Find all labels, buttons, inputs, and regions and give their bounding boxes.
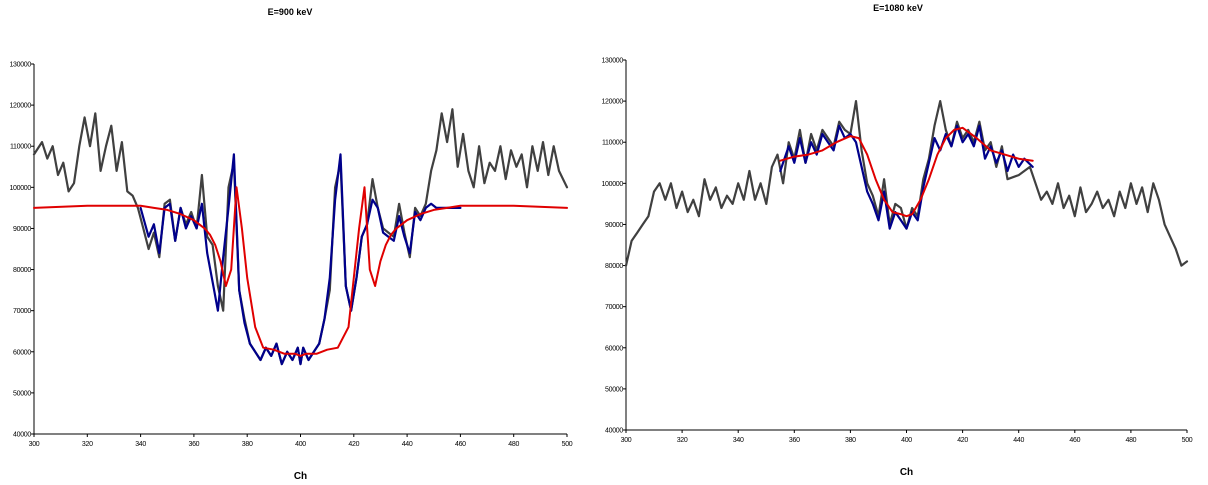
y-tick-label: 60000: [13, 349, 31, 356]
x-tick-label: 460: [1069, 437, 1080, 444]
chart-title: E=1080 keV: [873, 3, 923, 13]
y-tick-label: 90000: [13, 226, 31, 233]
x-tick-label: 460: [455, 441, 466, 448]
y-tick-label: 130000: [601, 58, 623, 65]
series-line-fit-window: [779, 124, 1034, 230]
x-tick-label: 420: [348, 441, 359, 448]
x-tick-label: 440: [402, 441, 413, 448]
y-tick-label: 100000: [9, 185, 31, 192]
x-tick-label: 320: [677, 437, 688, 444]
y-tick-label: 40000: [605, 428, 623, 435]
series-line-smooth: [779, 126, 1034, 218]
x-tick-label: 300: [621, 437, 632, 444]
y-tick-label: 70000: [605, 304, 623, 311]
x-tick-label: 340: [135, 441, 146, 448]
y-tick-label: 40000: [13, 432, 31, 439]
x-tick-label: 380: [242, 441, 253, 448]
series-line-raw: [32, 108, 569, 366]
x-tick-label: 340: [733, 437, 744, 444]
y-tick-label: 110000: [602, 140, 623, 147]
y-tick-label: 70000: [13, 308, 31, 315]
chart-title: E=900 keV: [268, 7, 313, 17]
series-line-smooth: [33, 186, 568, 357]
x-axis-label: Ch: [294, 471, 307, 482]
y-tick-label: 120000: [601, 99, 623, 106]
x-tick-label: 400: [901, 437, 912, 444]
chart-panel-1: E=900 keV 40000 50000 60000 70000 80000 90000 1…: [9, 7, 573, 482]
x-tick-label: 480: [508, 441, 519, 448]
y-tick-label: 110000: [10, 144, 31, 151]
x-tick-label: 400: [295, 441, 306, 448]
series-line-raw: [624, 99, 1189, 267]
y-tick-label: 80000: [605, 263, 623, 270]
y-tick-label: 120000: [9, 103, 31, 110]
chart-panel-2: E=1080 keV 40000 50000 60000 70000 80000 90000…: [601, 3, 1193, 478]
y-tick-label: 100000: [601, 181, 623, 188]
y-tick-label: 50000: [605, 386, 623, 393]
x-tick-label: 360: [189, 441, 200, 448]
x-tick-label: 380: [845, 437, 856, 444]
x-tick-label: 320: [82, 441, 93, 448]
y-tick-label: 90000: [605, 222, 623, 229]
x-tick-label: 360: [789, 437, 800, 444]
y-tick-label: 130000: [9, 62, 31, 69]
y-tick-label: 80000: [13, 267, 31, 274]
x-tick-label: 500: [1182, 437, 1193, 444]
x-tick-label: 480: [1126, 437, 1137, 444]
x-tick-label: 500: [562, 441, 573, 448]
y-tick-label: 50000: [13, 390, 31, 397]
y-tick-label: 60000: [605, 345, 623, 352]
x-tick-label: 300: [29, 441, 40, 448]
series-line-fit-window: [139, 153, 462, 366]
x-axis-label: Ch: [900, 467, 913, 478]
x-tick-label: 420: [957, 437, 968, 444]
x-tick-label: 440: [1013, 437, 1024, 444]
